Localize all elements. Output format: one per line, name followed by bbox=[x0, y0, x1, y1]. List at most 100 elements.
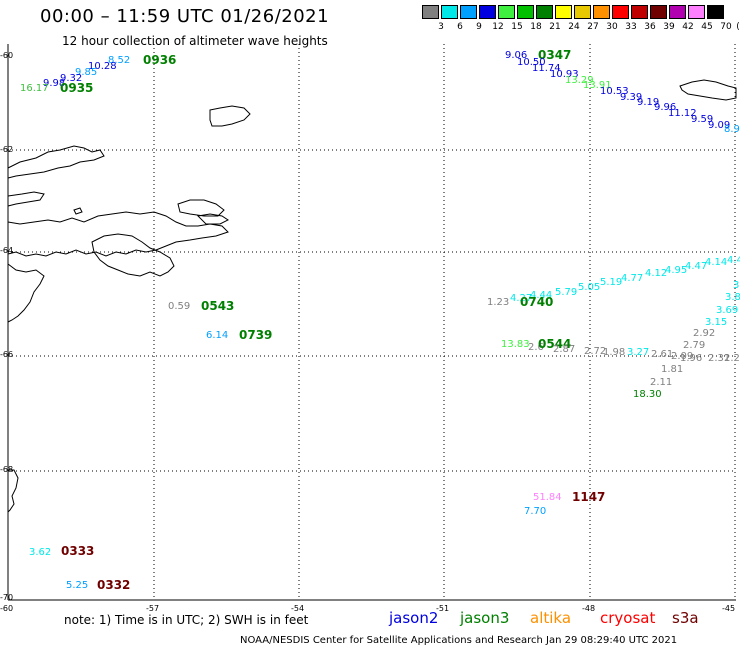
scale-label: 24 bbox=[568, 22, 580, 32]
obs-wave-height: 6.14 bbox=[206, 330, 229, 341]
scale-unit: (ft) bbox=[736, 22, 740, 32]
map-subtitle: 12 hour collection of altimeter wave hei… bbox=[62, 34, 328, 48]
obs-wave-height: 9.39 bbox=[620, 92, 643, 103]
scale-label: 15 bbox=[511, 22, 523, 32]
obs-wave-height: 4.95 bbox=[665, 265, 688, 276]
obs-wave-height: 9.06 bbox=[505, 50, 528, 61]
obs-wave-height: 1.23 bbox=[487, 297, 510, 308]
obs-wave-height: 13.83 bbox=[501, 339, 530, 350]
satellite-altika: altika bbox=[530, 609, 572, 627]
obs-wave-height: 2.87 bbox=[553, 344, 576, 355]
obs-wave-height: 5.79 bbox=[555, 287, 578, 298]
obs-wave-height: 8.9 bbox=[724, 124, 740, 135]
scale-swatch bbox=[536, 5, 553, 19]
scale-swatch bbox=[460, 5, 477, 19]
obs-wave-height: 4.77 bbox=[621, 273, 644, 284]
lat-label: -70 bbox=[0, 593, 14, 602]
scale-label: 21 bbox=[549, 22, 561, 32]
lat-label: -68 bbox=[0, 465, 14, 474]
obs-wave-height: 9.59 bbox=[691, 114, 714, 125]
obs-wave-height: 4.27 bbox=[510, 293, 533, 304]
map-frame bbox=[7, 44, 736, 601]
scale-swatch bbox=[631, 5, 648, 19]
obs-time-label: 0936 bbox=[143, 53, 177, 67]
scale-swatch bbox=[669, 5, 686, 19]
graticule bbox=[8, 44, 736, 600]
obs-wave-height: 5.25 bbox=[66, 580, 89, 591]
scale-label: 45 bbox=[701, 22, 713, 32]
obs-wave-height: 51.84 bbox=[533, 492, 562, 503]
lon-label: -54 bbox=[291, 604, 305, 613]
scale-swatch bbox=[555, 5, 572, 19]
obs-time-label: 0332 bbox=[97, 578, 131, 592]
obs-time-label: 0739 bbox=[239, 328, 273, 342]
scale-label: 39 bbox=[663, 22, 675, 32]
scale-label: 18 bbox=[530, 22, 542, 32]
scale-swatch bbox=[612, 5, 629, 19]
obs-wave-height: 9.32 bbox=[60, 73, 83, 84]
scale-label: 70 bbox=[720, 22, 732, 32]
lon-label: -45 bbox=[722, 604, 736, 613]
obs-wave-height: 1.96 bbox=[680, 353, 703, 364]
obs-wave-height: 4.44 bbox=[530, 290, 553, 301]
obs-wave-height: 11.74 bbox=[532, 63, 561, 74]
satellite-jason3: jason3 bbox=[460, 609, 510, 627]
obs-time-label: 0740 bbox=[520, 295, 554, 309]
obs-wave-height: 9.96 bbox=[654, 102, 677, 113]
obs-wave-height: 10.50 bbox=[517, 57, 546, 68]
obs-wave-height: 2.09 bbox=[671, 351, 694, 362]
obs-wave-height: 3.69 bbox=[716, 305, 739, 316]
scale-label: 12 bbox=[492, 22, 504, 32]
scale-swatch bbox=[707, 5, 724, 19]
scale-swatch bbox=[441, 5, 458, 19]
scale-label: 42 bbox=[682, 22, 694, 32]
obs-wave-height: 9.98 bbox=[43, 78, 66, 89]
scale-swatch bbox=[650, 5, 667, 19]
obs-wave-height: 2.61 bbox=[651, 349, 674, 360]
map-title: 00:00 – 11:59 UTC 01/26/2021 bbox=[40, 6, 330, 27]
scale-label: 33 bbox=[625, 22, 637, 32]
obs-wave-height: 18.30 bbox=[633, 389, 662, 400]
obs-time-label: 0333 bbox=[61, 544, 95, 558]
obs-time-label: 0543 bbox=[201, 299, 235, 313]
obs-wave-height: 3.27 bbox=[627, 347, 650, 358]
credit-line: NOAA/NESDIS Center for Satellite Applica… bbox=[240, 635, 678, 646]
scale-label: 27 bbox=[587, 22, 599, 32]
scale-swatch bbox=[593, 5, 610, 19]
obs-wave-height: 2.72 bbox=[584, 346, 607, 357]
obs-wave-height: 10.28 bbox=[88, 61, 117, 72]
obs-wave-height: 5.19 bbox=[600, 277, 623, 288]
scale-label: 36 bbox=[644, 22, 656, 32]
satellite-cryosat: cryosat bbox=[600, 609, 656, 627]
obs-wave-height: 13.91 bbox=[583, 80, 612, 91]
obs-wave-height: 2.79 bbox=[683, 340, 706, 351]
scale-swatch bbox=[422, 5, 439, 19]
scale-label: 30 bbox=[606, 22, 618, 32]
scale-label: 6 bbox=[457, 22, 463, 32]
lat-label: -60 bbox=[0, 51, 14, 60]
scale-swatch bbox=[479, 5, 496, 19]
footer-note: note: 1) Time is in UTC; 2) SWH is in fe… bbox=[64, 613, 309, 627]
lon-label: -51 bbox=[436, 604, 450, 613]
scale-swatch bbox=[688, 5, 705, 19]
obs-wave-height: 3.15 bbox=[705, 317, 728, 328]
obs-wave-height: 0.59 bbox=[168, 301, 191, 312]
obs-wave-height: 4.14 bbox=[705, 257, 728, 268]
lon-label: -57 bbox=[146, 604, 160, 613]
obs-wave-height: 9.85 bbox=[75, 67, 98, 78]
obs-wave-height: 2.31 bbox=[708, 353, 731, 364]
obs-wave-height: 1.98 bbox=[603, 347, 626, 358]
obs-time-label: 0347 bbox=[538, 48, 572, 62]
obs-wave-height: 10.93 bbox=[550, 69, 579, 80]
lon-label: -48 bbox=[582, 604, 596, 613]
scale-label: 3 bbox=[438, 22, 444, 32]
obs-time-label: 0544 bbox=[538, 337, 572, 351]
obs-wave-height: 7.70 bbox=[524, 506, 547, 517]
obs-wave-height: 11.12 bbox=[668, 108, 697, 119]
lon-label: -60 bbox=[0, 604, 14, 613]
obs-wave-height: 2.6 bbox=[528, 342, 544, 353]
obs-wave-height: 9.19 bbox=[637, 97, 660, 108]
obs-wave-height: 4.4 bbox=[727, 255, 740, 266]
lat-label: -66 bbox=[0, 350, 14, 359]
obs-time-label: 1147 bbox=[572, 490, 606, 504]
